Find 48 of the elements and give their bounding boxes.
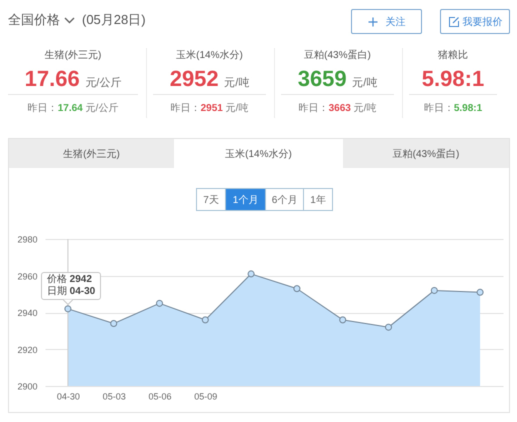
text: 昨日： [298, 103, 329, 114]
point [385, 324, 392, 331]
text: 生猪(外三元) [44, 48, 102, 63]
text: 3663 元/吨 [328, 103, 376, 114]
x-tick-label: 05-03 [102, 392, 126, 402]
y-tick-label: 2920 [17, 344, 38, 355]
point [110, 320, 118, 328]
y-tick-label: 2940 [17, 308, 38, 318]
tab[interactable]: 生猪(外三元) [9, 139, 174, 168]
button[interactable]: 我要报价 [440, 9, 510, 34]
x-tick-label: 05-09 [194, 392, 218, 402]
point [476, 288, 484, 296]
tab[interactable]: 豆粕(43%蛋白) [343, 139, 509, 168]
point [339, 316, 346, 324]
point [248, 270, 255, 278]
button[interactable]: 7天 [196, 188, 226, 211]
annotation: 日期 04-30 [46, 286, 96, 297]
button[interactable]: 1个月 [225, 188, 266, 211]
text: 17.66 元/公斤 [24, 66, 122, 91]
y-tick-label: 2900 [17, 382, 38, 392]
text: 豆粕(43%蛋白) [303, 48, 372, 63]
text: 昨日： [424, 103, 454, 114]
x-tick-label: 05-06 [148, 392, 172, 402]
text: 全国价格 [8, 11, 60, 29]
button[interactable]: 关注 [351, 9, 422, 34]
x-tick-label: 04-30 [56, 392, 80, 402]
text: 17.64 元/公斤 [58, 103, 118, 114]
y-tick-label: 2960 [17, 271, 38, 282]
annotation: 价格 2942 [46, 274, 92, 285]
point [430, 286, 438, 294]
text: 猪粮比 [437, 48, 469, 63]
text: 玉米(14%水分) [175, 48, 244, 63]
point [293, 285, 300, 292]
text: 昨日： [28, 103, 58, 114]
text: 5.98:1 [454, 103, 482, 114]
text: 3659 元/吨 [298, 66, 378, 91]
text: 2951 元/吨 [200, 103, 248, 114]
text: 2952 元/吨 [170, 66, 250, 91]
text: 5.98:1 [422, 66, 484, 91]
tooltip: 价格 2942 日期 04-30 [40, 272, 102, 305]
point [202, 316, 209, 324]
point [156, 300, 163, 307]
button[interactable]: 6个月 [265, 188, 304, 211]
point [64, 305, 72, 312]
button[interactable]: 1年 [303, 188, 333, 211]
text: (05月28日) [82, 11, 146, 29]
text: 昨日： [170, 103, 201, 114]
y-tick-label: 2980 [17, 234, 38, 244]
